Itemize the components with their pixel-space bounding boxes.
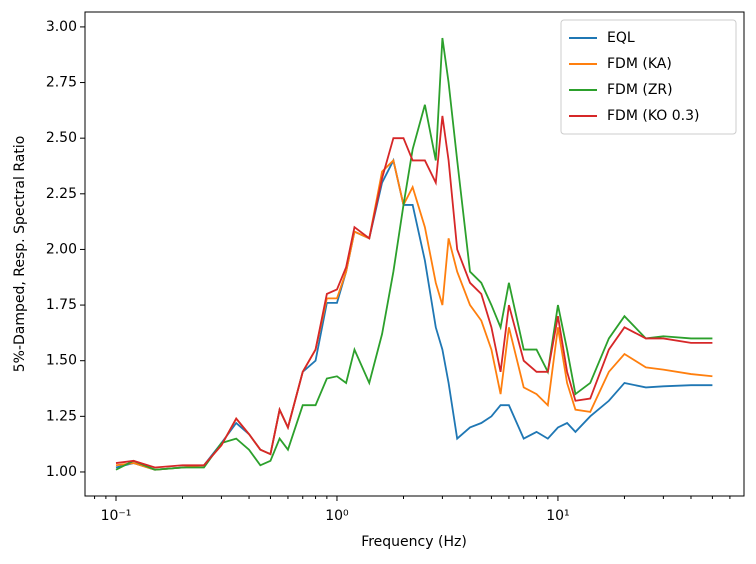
- y-tick-label: 2.75: [46, 75, 77, 91]
- series-line: [115, 158, 713, 471]
- series-line: [115, 115, 713, 469]
- y-axis-label: 5%-Damped, Resp. Spectral Ratio: [12, 136, 28, 373]
- y-tick-label: 1.25: [46, 408, 77, 424]
- y-tick-label: 1.50: [46, 353, 77, 369]
- x-axis-label: Frequency (Hz): [361, 534, 467, 550]
- x-tick-label: 10¹: [546, 508, 569, 524]
- series-line: [115, 37, 713, 471]
- y-tick-label: 2.00: [46, 241, 77, 257]
- plot-frame: [84, 11, 745, 497]
- y-tick-label: 2.25: [46, 186, 77, 202]
- y-tick-label: 1.75: [46, 297, 77, 313]
- legend-label: FDM (KO 0.3): [607, 108, 699, 124]
- x-tick-label: 10⁰: [325, 508, 349, 524]
- y-tick-label: 3.00: [46, 19, 77, 35]
- y-tick-label: 1.00: [46, 464, 77, 480]
- legend-label: FDM (ZR): [607, 82, 673, 98]
- series-line: [115, 157, 713, 471]
- legend-label: EQL: [607, 30, 635, 46]
- legend-box: [560, 19, 737, 135]
- x-tick-label: 10⁻¹: [101, 508, 132, 524]
- legend-label: FDM (KA): [607, 56, 672, 72]
- y-tick-label: 2.50: [46, 130, 77, 146]
